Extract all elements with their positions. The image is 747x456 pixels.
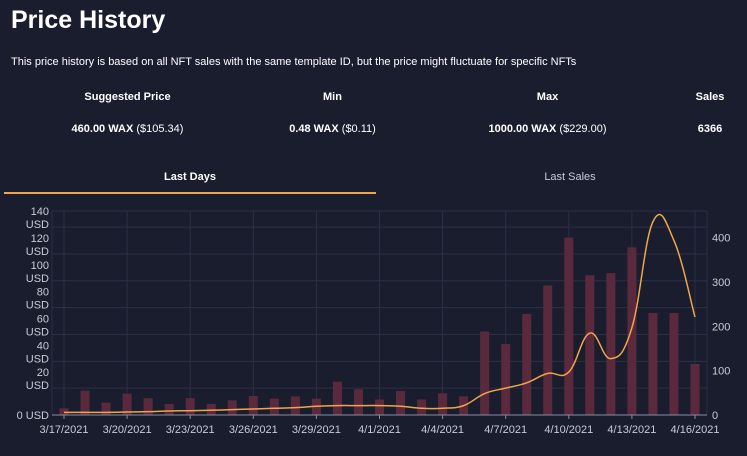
- x-tick-label: 3/29/2021: [292, 424, 341, 436]
- stat-label: Max: [536, 91, 559, 103]
- y-left-tick-label: 60: [37, 313, 49, 325]
- x-tick-label: 3/26/2021: [229, 424, 278, 436]
- chart-bar: [248, 395, 258, 415]
- chart-bar: [80, 390, 90, 415]
- page-description: This price history is based on all NFT s…: [11, 56, 577, 68]
- chart-bar: [353, 389, 363, 415]
- x-tick-label: 3/23/2021: [166, 424, 215, 436]
- tab-last-days[interactable]: Last Days: [4, 166, 376, 194]
- x-tick-label: 4/13/2021: [607, 424, 656, 436]
- chart-bar: [185, 398, 195, 415]
- y-left-tick-unit: USD: [26, 219, 49, 231]
- stat-suggested-price: Suggested Price 460.00 WAX ($105.34): [55, 90, 200, 136]
- stat-value: 1000.00 WAX ($229.00): [470, 122, 625, 136]
- chart-bar: [480, 331, 490, 415]
- chart-bar: [648, 313, 658, 415]
- stat-sales: Sales 6366: [680, 90, 740, 136]
- tab-bar: Last Days Last Sales: [4, 166, 747, 194]
- chart-bar: [396, 391, 406, 415]
- price-stats: Suggested Price 460.00 WAX ($105.34) Min…: [0, 90, 747, 140]
- y-right-tick-label: 200: [712, 321, 730, 333]
- chart-bar: [522, 313, 532, 415]
- y-left-tick-unit: USD: [26, 353, 49, 365]
- x-tick-label: 4/4/2021: [421, 424, 464, 436]
- stat-value: 460.00 WAX ($105.34): [55, 122, 200, 136]
- y-left-tick-label: 140: [31, 206, 49, 218]
- x-tick-label: 4/16/2021: [671, 424, 720, 436]
- stat-value-wax: 460.00 WAX: [71, 123, 134, 135]
- x-tick-label: 4/1/2021: [358, 424, 401, 436]
- y-left-tick-unit: USD: [26, 300, 49, 312]
- chart-bar: [501, 344, 511, 415]
- chart-bar: [101, 402, 111, 415]
- stat-value: 6366: [680, 122, 740, 136]
- stat-value-wax: 1000.00 WAX: [488, 123, 557, 135]
- x-tick-label: 4/7/2021: [484, 424, 527, 436]
- price-line: [64, 213, 696, 414]
- chart-bar: [564, 237, 574, 415]
- chart-bar: [627, 247, 637, 415]
- y-right-tick-label: 300: [712, 277, 730, 289]
- x-tick-label: 4/10/2021: [544, 424, 593, 436]
- chart-svg: 0 USD20USD40USD60USD80USD100USD120USD140…: [17, 206, 731, 436]
- chart-bar: [143, 398, 153, 415]
- chart-bar: [417, 399, 427, 415]
- stat-label: Suggested Price: [84, 91, 171, 103]
- y-left-tick-unit: USD: [26, 246, 49, 258]
- y-left-tick-label: 100: [31, 260, 49, 272]
- stat-min: Min 0.48 WAX ($0.11): [270, 90, 395, 136]
- stat-max: Max 1000.00 WAX ($229.00): [470, 90, 625, 136]
- y-left-tick-unit: USD: [26, 326, 49, 338]
- chart-bar: [290, 396, 300, 415]
- stat-value: 0.48 WAX ($0.11): [270, 122, 395, 136]
- y-left-tick-unit: USD: [26, 380, 49, 392]
- chart-bar: [164, 403, 174, 415]
- page-title: Price History: [11, 6, 166, 34]
- chart-bar: [227, 400, 237, 415]
- stat-label: Sales: [695, 91, 725, 103]
- chart-bar: [122, 393, 132, 415]
- chart-bar: [669, 313, 679, 415]
- stat-label: Min: [323, 91, 342, 103]
- y-left-tick-unit: USD: [26, 273, 49, 285]
- y-right-tick-label: 0: [712, 410, 718, 422]
- stat-value-usd: ($229.00): [556, 123, 607, 135]
- y-right-tick-label: 100: [712, 366, 730, 378]
- x-tick-label: 3/20/2021: [103, 424, 152, 436]
- chart-bar: [543, 285, 553, 415]
- stat-value-usd: ($0.11): [338, 123, 376, 135]
- chart-bar: [269, 398, 279, 415]
- chart-bar: [690, 364, 700, 415]
- stat-value-count: 6366: [697, 123, 723, 135]
- chart-bar: [375, 399, 384, 415]
- y-left-tick-label: 40: [37, 340, 49, 352]
- price-history-chart: 0 USD 20 USD 40 USD 60 USD 80 USD 100 USD 120 USD 140…: [0, 205, 747, 451]
- chart-bar: [206, 403, 216, 415]
- y-left-tick-label: 0 USD: [17, 410, 49, 422]
- y-left-tick-label: 120: [31, 233, 49, 245]
- chart-bar: [438, 393, 448, 415]
- y-left-tick-label: 80: [37, 287, 49, 299]
- stat-value-usd: ($105.34): [133, 123, 184, 135]
- y-right-tick-label: 400: [712, 233, 730, 245]
- y-left-tick-label: 20: [37, 367, 49, 379]
- x-tick-label: 3/17/2021: [40, 424, 89, 436]
- tab-last-sales[interactable]: Last Sales: [544, 171, 596, 183]
- chart-bar: [332, 381, 342, 415]
- chart-bar: [606, 273, 616, 415]
- stat-value-wax: 0.48 WAX: [289, 123, 339, 135]
- chart-bar: [585, 275, 595, 415]
